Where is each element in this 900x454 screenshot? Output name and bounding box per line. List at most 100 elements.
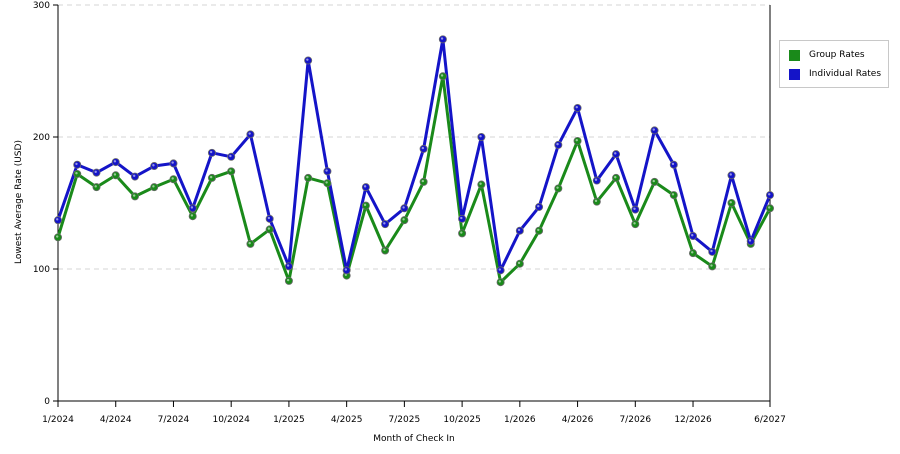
data-point-individual-rates [342,266,351,275]
data-point-highlight [691,251,694,254]
data-point-highlight [768,206,771,209]
data-point-individual-rates [265,214,274,223]
data-point-group-rates [54,233,63,242]
data-point-highlight [152,185,155,188]
data-point-group-rates [304,173,313,182]
data-point-individual-rates [73,160,82,169]
data-point-group-rates [477,180,486,189]
data-point-highlight [691,234,694,237]
data-point-highlight [575,138,578,142]
x-tick-label: 7/2025 [389,415,421,425]
x-axis-title: Month of Check In [373,434,455,444]
data-point-individual-rates [381,220,390,229]
x-tick-label: 12/2026 [674,415,712,425]
data-point-highlight [440,74,444,77]
data-point-highlight [248,241,251,245]
data-point-group-rates [708,262,717,271]
data-point-highlight [209,175,213,179]
data-point-individual-rates [400,204,409,213]
data-point-group-rates [669,191,678,200]
data-point-highlight [306,175,309,179]
x-tick-label: 10/2025 [443,415,480,425]
data-point-highlight [248,132,251,135]
data-point-group-rates [92,183,101,192]
data-point-highlight [498,268,501,271]
data-point-highlight [267,227,271,230]
data-point-group-rates [169,175,178,184]
data-point-group-rates [535,226,544,235]
data-point-highlight [229,154,232,158]
y-tick-label: 200 [33,133,50,143]
data-point-individual-rates [361,183,370,192]
data-point-group-rates [188,212,197,221]
y-tick-label: 300 [33,1,50,11]
data-point-highlight [594,178,598,181]
data-point-group-rates [496,278,505,287]
data-point-highlight [113,160,117,163]
x-tick-label: 7/2024 [158,415,190,425]
data-point-individual-rates [246,130,255,139]
data-point-highlight [132,194,136,197]
data-point-group-rates [361,201,370,210]
data-point-highlight [56,218,59,221]
data-point-highlight [517,228,521,232]
data-point-individual-rates [438,35,447,44]
data-point-highlight [421,179,425,183]
data-point-group-rates [438,72,447,81]
data-point-highlight [710,249,713,253]
data-point-highlight [421,146,425,150]
data-point-group-rates [73,169,82,178]
data-point-highlight [479,135,482,138]
data-point-highlight [152,164,155,167]
data-point-group-rates [727,198,736,207]
data-point-individual-rates [592,176,601,185]
data-point-group-rates [284,276,293,285]
data-point-group-rates [631,220,640,229]
x-tick-label: 1/2024 [42,415,74,425]
x-tick-label: 6/2027 [754,415,786,425]
data-point-highlight [75,171,78,175]
data-point-highlight [768,193,771,196]
data-point-individual-rates [650,126,659,135]
data-point-individual-rates [92,168,101,177]
data-point-group-rates [458,229,467,238]
data-point-group-rates [111,171,120,180]
x-tick-label: 10/2024 [212,415,250,425]
data-point-highlight [325,181,328,184]
data-point-highlight [575,105,578,109]
data-point-highlight [171,177,174,180]
data-point-group-rates [323,179,332,188]
y-tick-label: 100 [33,265,50,275]
data-point-highlight [75,162,78,166]
data-point-group-rates [265,225,274,234]
data-point-individual-rates [573,103,582,112]
data-point-highlight [286,264,290,267]
data-point-highlight [440,37,444,40]
data-point-highlight [209,150,213,154]
data-point-highlight [402,218,405,221]
data-point-highlight [171,161,174,164]
data-point-highlight [537,204,540,208]
data-point-individual-rates [419,144,428,153]
data-point-group-rates [766,204,775,213]
data-point-group-rates [419,177,428,186]
data-point-individual-rates [515,226,524,235]
data-point-highlight [556,142,559,146]
data-point-individual-rates [284,262,293,271]
data-point-highlight [710,264,713,267]
y-tick-label: 0 [44,397,50,407]
data-point-group-rates [207,173,216,182]
data-point-highlight [594,199,598,203]
data-point-individual-rates [631,205,640,214]
data-point-group-rates [227,167,236,176]
data-point-highlight [633,222,636,225]
y-axis-title: Lowest Average Rate (USD) [14,140,24,264]
data-point-highlight [633,207,636,210]
legend-item-individual-rates: Individual Rates [789,67,881,81]
data-point-individual-rates [304,56,313,65]
data-point-highlight [517,261,521,265]
data-point-highlight [306,58,309,61]
data-point-individual-rates [207,148,216,157]
